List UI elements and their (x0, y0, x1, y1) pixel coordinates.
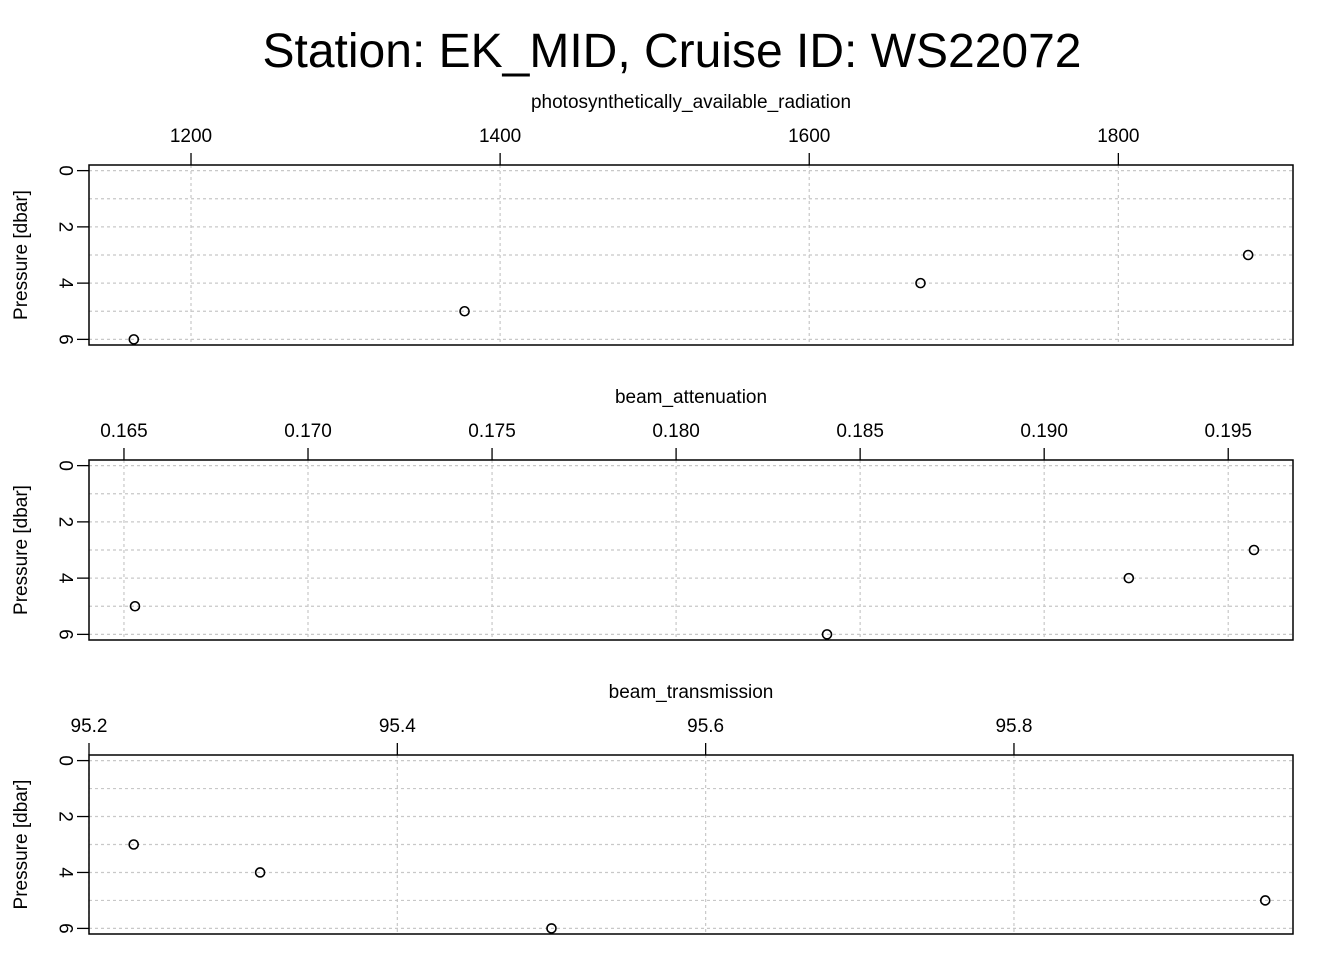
x-tick-label: 0.190 (1020, 421, 1068, 442)
chart-title: Station: EK_MID, Cruise ID: WS22072 (262, 25, 1082, 78)
data-point (546, 923, 557, 934)
x-tick-label: 1800 (1097, 126, 1139, 147)
panel-2: 0.165 0.170 0.175 0.180 0.185 0.190 0.195 0 2 4 6 b… (11, 387, 1294, 641)
panel-1: 1200 1400 1600 1800 0 2 4 6 photosynthetically_a… (11, 92, 1294, 346)
data-point (459, 305, 470, 317)
x-tick-label: 95.2 (71, 716, 108, 737)
plot-frame (88, 459, 1294, 641)
data-point (1123, 572, 1135, 584)
x-tick-label: 0.185 (836, 421, 884, 442)
data-point (128, 839, 140, 850)
y-axis-title: Pressure [dbar] (11, 190, 32, 320)
y-tick-label: 4 (55, 573, 76, 584)
panel-3: 95.2 95.4 95.6 95.8 0 2 4 6 beam_transmission Pre… (11, 682, 1294, 935)
y-tick-label: 2 (55, 222, 76, 233)
x-tick-label: 0.170 (284, 421, 332, 442)
plot-frame (88, 754, 1294, 935)
x-tick-label: 0.195 (1204, 421, 1252, 442)
x-axis-title: beam_attenuation (615, 387, 767, 408)
x-tick-label: 0.175 (468, 421, 516, 442)
data-point (821, 629, 833, 640)
x-tick-label: 1600 (788, 126, 830, 147)
x-tick-label: 95.6 (687, 716, 724, 737)
x-tick-label: 0.180 (652, 421, 700, 442)
x-tick-label: 0.165 (100, 421, 148, 442)
x-tick-label: 95.8 (995, 716, 1032, 737)
y-axis-title: Pressure [dbar] (11, 780, 32, 910)
y-tick-label: 4 (55, 867, 76, 878)
y-tick-label: 6 (55, 923, 76, 934)
plot-frame (88, 164, 1294, 346)
x-tick-label: 1400 (479, 126, 521, 147)
data-point (915, 277, 926, 289)
y-axis-title: Pressure [dbar] (11, 485, 32, 615)
y-tick-label: 2 (55, 811, 76, 822)
y-tick-label: 2 (55, 517, 76, 528)
y-tick-label: 0 (55, 460, 76, 471)
x-tick-label: 95.4 (379, 716, 416, 737)
data-point (1248, 544, 1260, 556)
y-tick-label: 4 (55, 278, 76, 289)
data-point (128, 334, 140, 345)
y-tick-label: 6 (55, 334, 76, 345)
data-point (129, 600, 141, 612)
y-tick-label: 0 (55, 755, 76, 766)
y-tick-label: 0 (55, 165, 76, 176)
y-tick-label: 6 (55, 629, 76, 640)
data-point (1259, 895, 1271, 906)
data-point (1242, 249, 1254, 261)
data-point (254, 867, 266, 878)
x-tick-label: 1200 (170, 126, 212, 147)
x-axis-title: beam_transmission (609, 682, 774, 703)
x-axis-title: photosynthetically_available_radiation (531, 92, 851, 113)
